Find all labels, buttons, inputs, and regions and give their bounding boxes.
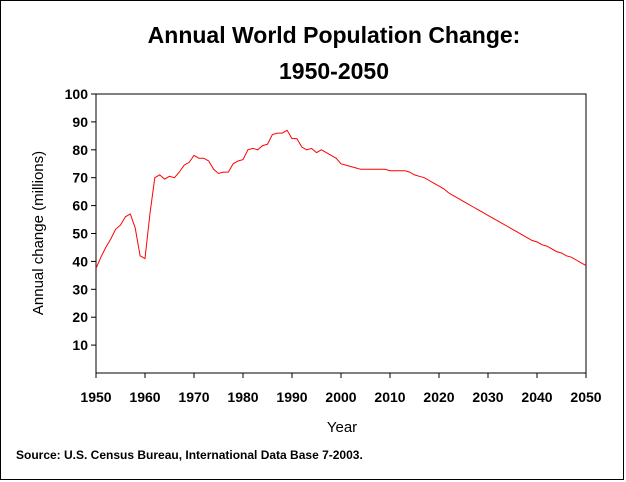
x-tick-label: 2020 [423,389,454,405]
x-tick-label: 1950 [80,389,111,405]
y-tick-label: 50 [72,226,88,242]
x-tick-label: 2050 [570,389,601,405]
chart-subtitle: 1950-2050 [279,58,389,84]
x-tick-label: 2000 [325,389,356,405]
y-tick-label: 20 [72,309,88,325]
x-tick-label: 1960 [129,389,160,405]
y-tick-label: 80 [72,142,88,158]
x-axis-label: Year [327,419,357,436]
y-tick-label: 10 [72,337,88,353]
y-tick-label: 60 [72,198,88,214]
x-tick-label: 2030 [472,389,503,405]
x-tick-label: 1980 [227,389,258,405]
y-axis-label: Annual change (millions) [30,151,47,315]
series-group [95,129,587,269]
x-tick-label: 1970 [178,389,209,405]
x-tick-label: 2040 [521,389,552,405]
y-tick-label: 90 [72,114,88,130]
chart-title: Annual World Population Change: [147,22,521,48]
plot-area [95,93,587,374]
series-line [95,129,587,269]
y-tick-label: 40 [72,253,88,269]
x-axis: 1950 1960 1970 1980 1990 2000 2010 2020 2030 2040… [80,373,602,405]
x-tick-label: 1990 [276,389,307,405]
y-tick-label: 70 [72,170,88,186]
x-tick-label: 2010 [374,389,405,405]
source-note: Source: U.S. Census Bureau, Internationa… [16,448,363,462]
y-axis: 10 20 30 40 50 60 70 80 90 100 [65,86,96,353]
y-tick-label: 100 [65,86,89,102]
y-tick-label: 30 [72,281,88,297]
